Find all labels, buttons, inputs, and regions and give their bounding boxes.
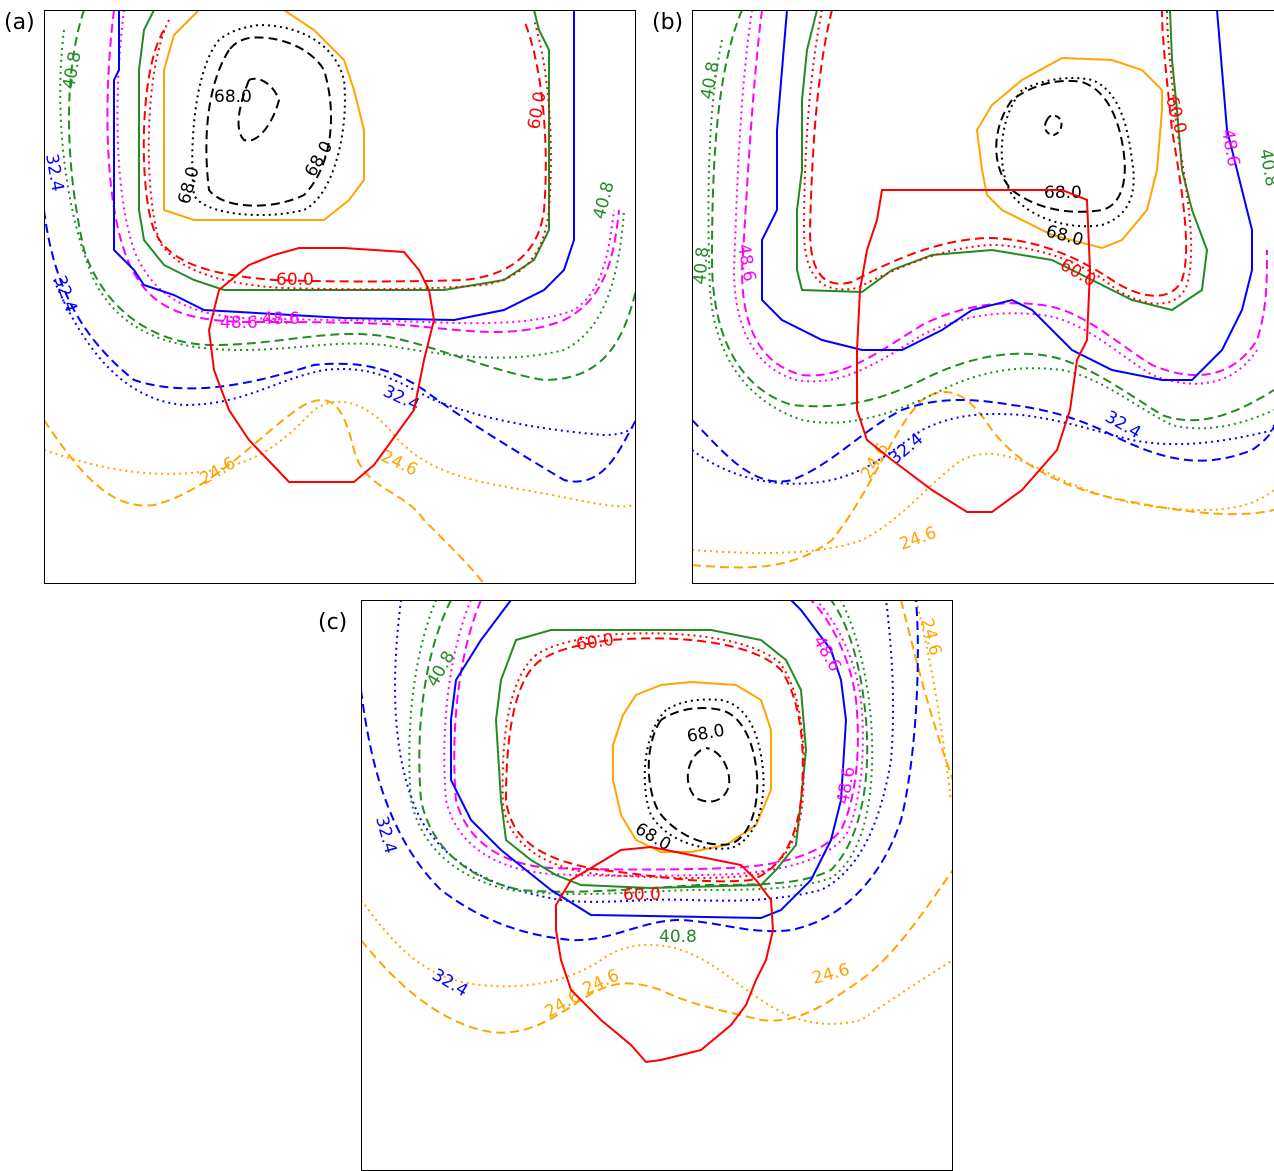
contour-b-blue-dashed [692, 399, 1274, 483]
contour-c-black-inner [686, 747, 731, 803]
contour-b-orange-solid [975, 56, 1163, 250]
contour-b-black-dashed [995, 79, 1126, 213]
contour-b-blue-solid [761, 10, 1253, 381]
contour-a-black-dashed [205, 36, 333, 207]
contour-a-green-dashed [68, 10, 636, 382]
contour-a-red-dashed [142, 19, 547, 283]
panel-a-plot: 68.0 68.0 68.0 60.0 60.0 48.6 48.6 40.8 … [44, 10, 636, 584]
contour-label: 48.6 [262, 309, 300, 329]
panel-b-letter: (b) [652, 10, 684, 35]
contour-b-magenta-dotted [732, 10, 1258, 385]
contour-label: 24.6 [197, 453, 240, 489]
contour-a-black-dotted [191, 23, 346, 216]
contour-a-green-solid [138, 10, 550, 291]
contour-label: 48.6 [733, 242, 759, 283]
contour-label: 48.6 [809, 633, 845, 676]
contour-a-orange-dotted [44, 400, 636, 508]
panel-a-letter: (a) [4, 10, 35, 35]
contour-label: 40.8 [659, 927, 697, 947]
panel-c-letter: (c) [318, 610, 348, 635]
contour-c-red-dashed [504, 637, 804, 883]
contour-c-green-dashed [418, 600, 869, 893]
contour-c-orange-dotted [361, 899, 953, 1025]
contour-c-magenta-dotted [443, 600, 864, 877]
contour-c-magenta-dashed [453, 600, 859, 871]
contour-c-orange-dashed [361, 869, 953, 1034]
contour-label: 24.6 [542, 986, 585, 1022]
contour-label: 24.6 [810, 960, 852, 989]
contour-label: 68.0 [175, 165, 204, 207]
contour-b-black-dotted [1000, 77, 1135, 228]
contour-a-green-dotted [59, 29, 625, 359]
contour-label: 60.0 [1161, 94, 1190, 136]
contour-label: 60.0 [524, 90, 550, 131]
contour-a-orange-solid [163, 10, 365, 221]
contour-a-black-inner [237, 77, 281, 142]
contour-c-orange-dotted-right [915, 600, 952, 801]
contour-label: 60.0 [575, 630, 615, 655]
contour-a-orange-dashed [44, 399, 485, 584]
contour-label: 48.6 [833, 765, 859, 806]
panel-a-frame [44, 10, 636, 584]
contour-a-magenta-dashed [106, 10, 620, 333]
contour-a-blue-dotted [53, 279, 636, 437]
contour-c-red-dotted [501, 632, 805, 880]
contour-a-blue-dashed [44, 209, 636, 483]
region-c-red [555, 845, 775, 1064]
contour-c-black-dotted [643, 698, 765, 850]
contour-a-red-dotted [147, 19, 552, 291]
contour-label: 40.8 [697, 60, 723, 101]
contour-c-blue-dotted [394, 600, 895, 903]
contour-b-orange-dashed [692, 390, 1274, 569]
contour-label: 60.0 [623, 885, 661, 905]
contour-label: 40.8 [59, 50, 85, 91]
contour-label: 68.0 [685, 721, 726, 747]
contour-label: 40.8 [1255, 147, 1274, 188]
region-a-red [207, 247, 436, 483]
contour-b-magenta-dashed [740, 10, 1268, 377]
panel-b-plot: 68.0 68.0 60.0 60.0 48.6 48.6 40.8 40.8 … [692, 10, 1274, 584]
contour-b-green-solid [796, 10, 1209, 312]
contour-b-green-dashed [710, 10, 1274, 422]
panel-c-plot: 68.0 68.0 60.0 60.0 48.6 48.6 40.8 40.8 … [361, 600, 953, 1171]
panel-b-frame [692, 10, 1274, 584]
region-b-red [856, 189, 1092, 513]
contour-label: 32.4 [371, 814, 400, 856]
contour-label: 24.6 [897, 523, 939, 555]
contour-label: 60.0 [276, 270, 314, 290]
contour-label: 68.0 [301, 138, 337, 181]
contour-c-green-solid [494, 629, 808, 890]
contour-b-red-dashed [808, 10, 1188, 297]
contour-label: 48.6 [220, 313, 258, 333]
contour-label: 32.4 [44, 152, 67, 193]
contour-c-blue-dashed [361, 600, 919, 942]
contour-b-orange-dotted [692, 452, 1274, 554]
contour-label: 68.0 [214, 87, 252, 107]
contour-a-magenta-dotted [116, 10, 615, 325]
contour-b-black-inner [1044, 114, 1063, 137]
contour-label: 40.8 [692, 246, 713, 285]
contour-b-green-dotted [707, 39, 1274, 430]
contour-label: 68.0 [1044, 183, 1082, 203]
contour-label: 32.4 [49, 273, 81, 315]
contour-c-blue-solid [450, 600, 848, 920]
contour-label: 48.6 [1217, 127, 1243, 168]
contour-a-blue-solid [113, 10, 575, 322]
contour-label: 24.6 [580, 965, 623, 999]
contour-b-blue-dotted [692, 412, 1274, 485]
contour-label: 24.6 [916, 616, 945, 658]
contour-c-orange-dashed-right [900, 600, 953, 781]
contour-b-red-dotted [802, 10, 1193, 305]
contour-label: 32.4 [429, 965, 472, 1001]
